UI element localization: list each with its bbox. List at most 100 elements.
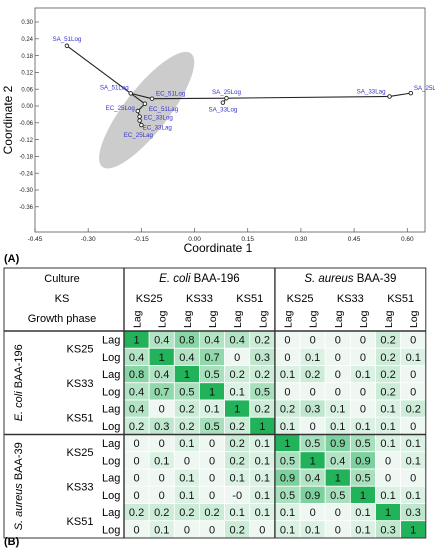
heatmap-value: 1 bbox=[134, 335, 140, 347]
heatmap-value: 0.2 bbox=[179, 404, 194, 416]
heatmap-value: 0.1 bbox=[355, 421, 370, 433]
heatmap-value: 0.2 bbox=[230, 438, 245, 450]
heatmap-value: 0.4 bbox=[154, 335, 169, 347]
heatmap-value: 0.1 bbox=[380, 421, 395, 433]
heatmap-value: 0.1 bbox=[380, 404, 395, 416]
x-tick-label: 0.15 bbox=[241, 236, 254, 243]
row-phase-label: Lag bbox=[102, 473, 120, 485]
heatmap-value: 0.1 bbox=[305, 352, 320, 364]
data-point bbox=[224, 95, 229, 101]
heatmap-value: 0.4 bbox=[305, 473, 320, 485]
heatmap-value: 0.5 bbox=[255, 386, 270, 398]
point-label: SA_33Log bbox=[208, 107, 237, 114]
corner-label-growth-phase: Growth phase bbox=[28, 313, 96, 325]
data-point bbox=[137, 114, 142, 119]
data-point bbox=[137, 118, 142, 123]
tree-segment bbox=[130, 92, 153, 100]
row-phase-label: Lag bbox=[102, 438, 120, 450]
row-ks-label: KS25 bbox=[67, 343, 94, 355]
heatmap-value: 0.5 bbox=[280, 455, 295, 467]
x-tick-label: -0.45 bbox=[28, 236, 43, 243]
point-label: EC_33Log bbox=[144, 115, 174, 122]
heatmap-value: 0.2 bbox=[179, 421, 194, 433]
y-tick-label: -0.12 bbox=[19, 138, 33, 144]
heatmap-value: 0.1 bbox=[406, 438, 421, 450]
heatmap-cells: 1 0.4 0.8 0.4 0.4 0.2 0 0 0 0 0.2 0 0.4 1 0.4 0.7 0 0.3 0 0… bbox=[123, 330, 427, 539]
phase-header: Log bbox=[257, 310, 269, 328]
heatmap-value: 0.4 bbox=[129, 386, 144, 398]
y-tick-label: 0.12 bbox=[21, 71, 33, 77]
ks-header: KS51 bbox=[236, 293, 263, 305]
heatmap-value: 0.4 bbox=[330, 455, 345, 467]
heatmap-value: 0 bbox=[310, 421, 316, 433]
heatmap-value: 0.2 bbox=[204, 507, 219, 519]
heatmap-value: 0.2 bbox=[129, 421, 144, 433]
heatmap-value: 0 bbox=[385, 473, 391, 485]
data-point bbox=[387, 94, 392, 99]
heatmap-value: 0.2 bbox=[230, 455, 245, 467]
heatmap-value: 0 bbox=[284, 335, 290, 347]
row-ks-label: KS33 bbox=[67, 378, 94, 390]
tree-segment bbox=[66, 45, 132, 94]
culture-header: E. coli BAA-196 bbox=[159, 273, 240, 285]
heatmap-value: 0 bbox=[134, 473, 140, 485]
heatmap-value: 0.1 bbox=[330, 421, 345, 433]
panel-b-label: (B) bbox=[4, 536, 20, 548]
point-label: EC_33Lag bbox=[143, 125, 173, 132]
heatmap-value: 0.2 bbox=[406, 404, 421, 416]
heatmap-value: 0 bbox=[134, 455, 140, 467]
heatmap-value: 0.1 bbox=[230, 473, 245, 485]
y-axis-label: Coordinate 2 bbox=[1, 85, 15, 154]
row-phase-label: Log bbox=[102, 490, 120, 502]
y-tick-label: 0.30 bbox=[21, 20, 33, 26]
heatmap-value: 0.1 bbox=[380, 438, 395, 450]
row-ks-label: KS25 bbox=[67, 447, 94, 459]
heatmap-value: 0.9 bbox=[355, 455, 370, 467]
heatmap-value: 0.7 bbox=[154, 386, 169, 398]
heatmap-value: 0.5 bbox=[204, 421, 219, 433]
heatmap-value: 0.2 bbox=[380, 335, 395, 347]
heatmap-value: 1 bbox=[209, 386, 215, 398]
data-point bbox=[135, 108, 141, 114]
heatmap-value: 0.9 bbox=[305, 490, 320, 502]
heatmap-value: 0 bbox=[134, 490, 140, 502]
heatmap-value: 0.3 bbox=[380, 524, 395, 536]
row-phase-label: Lag bbox=[102, 507, 120, 519]
row-phase-label: Log bbox=[102, 386, 120, 398]
heatmap-value: 0 bbox=[234, 352, 240, 364]
heatmap-value: 0.5 bbox=[204, 369, 219, 381]
heatmap-value: 1 bbox=[284, 438, 290, 450]
heatmap-value: 0.1 bbox=[305, 524, 320, 536]
row-phase-label: Log bbox=[102, 421, 120, 433]
heatmap-value: 0.7 bbox=[204, 352, 219, 364]
y-tick-label: 0.00 bbox=[21, 104, 33, 110]
heatmap-value: 0.1 bbox=[355, 369, 370, 381]
heatmap-value: 0.1 bbox=[154, 455, 169, 467]
heatmap-value: 0 bbox=[209, 455, 215, 467]
heatmap-value: 0.2 bbox=[230, 369, 245, 381]
phase-header: Log bbox=[358, 310, 370, 328]
heatmap-value: 0.2 bbox=[380, 369, 395, 381]
heatmap-value: 0.2 bbox=[380, 352, 395, 364]
heatmap-value: 0.4 bbox=[230, 335, 245, 347]
panel-a-label: (A) bbox=[4, 253, 20, 265]
table-frame bbox=[3, 267, 427, 539]
heatmap-value: 0.5 bbox=[355, 473, 370, 485]
heatmap-value: 0 bbox=[159, 404, 165, 416]
phase-header: Lag bbox=[232, 310, 244, 328]
heatmap-value: 0 bbox=[310, 386, 316, 398]
heatmap-value: 0 bbox=[184, 455, 190, 467]
heatmap-value: 0.1 bbox=[280, 421, 295, 433]
heatmap-value: 0.2 bbox=[280, 404, 295, 416]
row-phase-label: Lag bbox=[102, 335, 120, 347]
cluster-ellipse bbox=[99, 51, 195, 169]
row-phase-label: Lag bbox=[102, 369, 120, 381]
heatmap-value: 0 bbox=[159, 473, 165, 485]
point-label: SA_25Lag bbox=[414, 85, 435, 92]
row-phase-label: Log bbox=[102, 352, 120, 364]
point-label: SA_51Log bbox=[52, 36, 81, 43]
ordination-plot: SA_51Log SA_51Lag EC_51Log EC_51Lag EC_25Log… bbox=[1, 7, 435, 265]
heatmap-value: 0.2 bbox=[179, 507, 194, 519]
point-label: SA_33Lag bbox=[357, 88, 386, 95]
